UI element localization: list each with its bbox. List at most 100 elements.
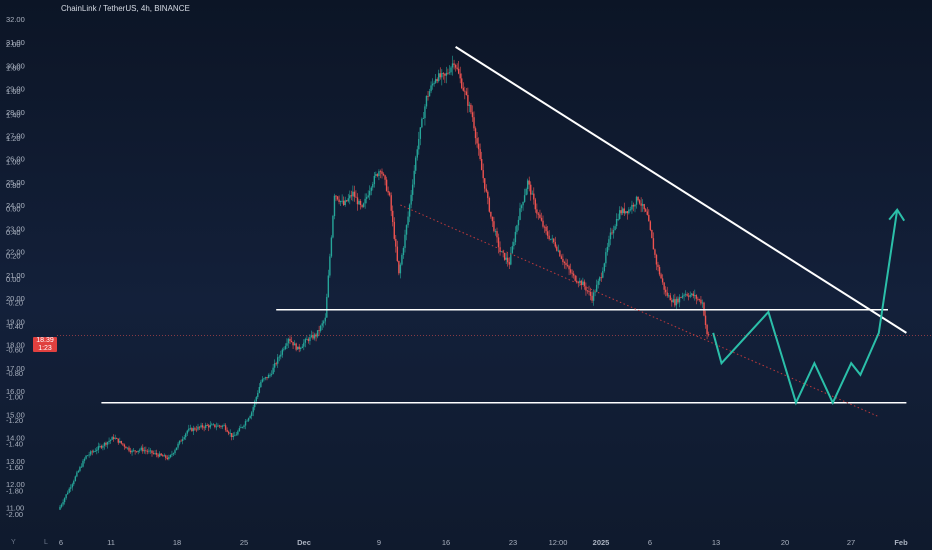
candle-body [180,440,182,442]
candle-body [439,73,441,78]
candle-body [174,450,176,454]
candle-body [402,248,405,255]
candle-body [464,90,466,92]
candle-body [165,455,167,458]
candle-body [557,250,560,252]
candle-body [569,269,572,273]
candle-body [74,476,77,481]
candle-body [428,91,431,97]
candle-body [430,85,432,92]
candle-body [655,254,658,265]
candle-body [488,198,491,212]
candle-body [697,298,699,300]
candle-body [379,171,382,173]
candle-body [442,73,445,74]
candle-body [249,416,251,419]
candle-body [514,231,517,243]
candle-body [479,149,481,159]
candle-body [181,439,184,441]
candle-body [632,204,635,207]
candle-body [456,67,458,69]
candle-body [287,338,290,344]
candle-body [447,72,449,74]
candle-body [503,252,506,260]
candle-body [471,112,474,118]
candle-body [444,73,446,76]
candle-body [387,191,389,193]
candle-body [125,446,127,449]
candle-body [197,426,199,430]
candle-body [516,225,518,232]
candle-body [658,267,661,275]
candle-body [664,289,667,293]
candle-body [543,226,546,228]
candle-body [166,457,169,459]
candle-body [494,231,497,232]
candle-body [327,275,330,298]
candle-body [668,295,670,297]
candle-body [589,291,592,296]
candle-body [290,340,293,342]
candle-body [546,231,549,236]
oscillator-tick-label: 1.80 [6,64,21,73]
candle-body [560,256,563,259]
candle-body [204,425,207,428]
price-tick-label: 23.00 [6,224,25,233]
price-tick-label: 29.00 [6,85,25,94]
oscillator-tick-label: -2.00 [6,510,23,519]
price-tick-label: 22.00 [6,248,25,257]
candle-body [227,431,230,434]
axis-mode-y[interactable]: Y [11,539,16,546]
candle-body [353,191,356,197]
candle-body [648,214,650,222]
candle-body [206,425,208,426]
candle-body [401,255,403,265]
candle-body [122,443,124,445]
candle-body [142,447,144,452]
candle-body [618,210,621,219]
candle-body [586,290,589,292]
candle-body [511,246,514,253]
oscillator-tick-label: -0.40 [6,322,23,331]
candle-body [568,265,570,270]
candle-body [422,118,425,119]
candle-body [91,451,93,453]
candle-body [154,453,156,454]
candle-body [214,424,216,427]
candle-body [333,195,336,217]
candle-body [309,337,311,342]
price-tick-label: 32.00 [6,15,25,24]
candle-body [461,78,463,88]
candle-body [321,323,323,326]
candle-body [258,387,261,393]
candle-body [669,295,671,301]
candle-body [270,374,273,375]
candle-body [600,277,602,279]
candle-body [349,195,351,199]
current-price-value: 18.39 [36,337,54,344]
candle-body [80,466,83,468]
candle-body [273,363,276,368]
candle-body [385,179,388,191]
time-tick-label: 6 [648,538,652,547]
candle-body [677,298,679,303]
candle-body [457,68,460,74]
candle-body [620,210,622,214]
candle-body [635,196,638,205]
candle-body [108,440,110,442]
log-scale-toggle[interactable]: L [44,539,48,546]
time-tick-label: 13 [712,538,720,547]
candle-body [392,210,394,222]
candle-body [172,453,175,455]
candle-body [683,294,685,296]
candle-body [300,348,302,349]
candle-body [531,193,533,195]
candle-body [523,195,526,202]
candle-body [132,450,135,452]
candle-body [427,96,429,97]
candle-body [332,216,334,238]
candle-body [615,219,618,227]
candle-body [134,450,136,452]
candle-body [346,200,348,202]
